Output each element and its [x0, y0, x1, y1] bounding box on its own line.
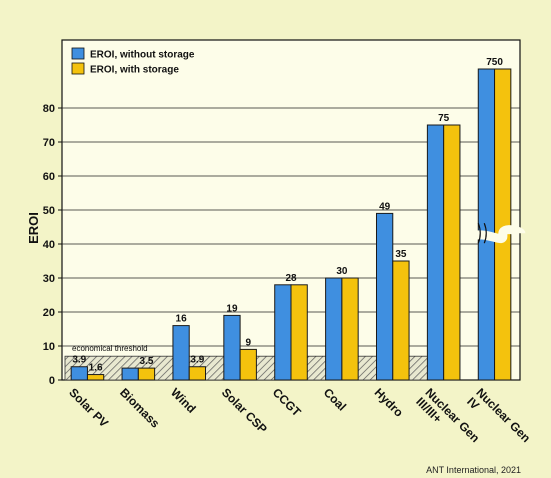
x-tick-label: Hydro	[372, 385, 406, 419]
x-tick-label-group: Wind	[168, 385, 199, 416]
y-tick-label: 80	[43, 103, 55, 115]
y-tick-label: 40	[43, 239, 55, 251]
bar-with-storage	[494, 68, 512, 381]
x-tick-label-group: CCGT	[270, 385, 304, 419]
bar-without-storage	[477, 68, 496, 381]
x-tick-label-group: Solar PV	[66, 385, 111, 430]
bar-value-label: 3.9	[72, 355, 86, 366]
bar-value-label: 9	[245, 337, 251, 348]
y-tick-label: 0	[49, 375, 55, 387]
bar-with-storage	[290, 284, 308, 381]
bar-with-storage	[86, 374, 105, 381]
x-tick-label-group: Biomass	[117, 385, 163, 431]
bar-without-storage	[274, 284, 292, 381]
bar-with-storage	[188, 366, 207, 381]
bar-without-storage	[70, 366, 88, 381]
y-tick-label: 70	[43, 137, 55, 149]
x-tick-label: Wind	[168, 385, 199, 416]
bar-without-storage	[172, 325, 190, 381]
legend-label: EROI, without storage	[90, 50, 195, 61]
axis-break-gap	[466, 225, 526, 244]
bar-with-storage	[341, 277, 359, 381]
bar-without-storage	[375, 212, 394, 381]
bar-without-storage	[325, 277, 343, 381]
bar-with-storage	[392, 260, 410, 381]
bar-value-label: 30	[336, 266, 348, 277]
legend-swatch	[71, 62, 85, 75]
x-axis: Solar PV Biomass Wind Solar CSP CCGT Coal Hydr…	[66, 385, 533, 445]
x-tick-label: Solar CSP	[219, 385, 270, 436]
x-tick-label: Coal	[321, 385, 349, 413]
bar-value-label: 1.6	[89, 363, 103, 374]
bar-value-label: 3.5	[140, 356, 154, 367]
bar-value-label: 750	[486, 57, 503, 68]
y-tick-label: 30	[43, 273, 55, 285]
x-tick-label: Biomass	[117, 385, 163, 431]
bar-value-label: 49	[379, 201, 391, 212]
bar-value-label: 35	[395, 249, 407, 260]
y-tick-label: 50	[43, 205, 55, 217]
y-axis-label: EROI	[26, 212, 41, 244]
x-tick-label-group: Hydro	[372, 385, 406, 419]
x-tick-label-group: Solar CSP	[219, 385, 270, 436]
axis-break-line	[477, 222, 481, 244]
x-tick-label-group: Coal	[321, 385, 349, 413]
legend-label: EROI, with storage	[90, 65, 179, 76]
x-tick-label: Nuclear Gen	[473, 385, 533, 445]
y-axis: 0 10 20 30 40 50 60 70 80	[43, 103, 62, 387]
x-tick-label: Solar PV	[66, 385, 111, 430]
bar-value-label: 16	[176, 314, 188, 325]
threshold-label: economical threshold	[72, 344, 148, 353]
bars	[70, 68, 512, 381]
bar-value-label: 3.9	[190, 355, 204, 366]
y-tick-label: 20	[43, 307, 55, 319]
bar-value-label: 75	[438, 113, 450, 124]
bar-without-storage	[426, 124, 445, 381]
bar-value-label: 28	[285, 273, 297, 284]
bar-with-storage	[443, 124, 461, 381]
y-tick-label: 10	[43, 341, 55, 353]
bar-without-storage	[121, 367, 139, 381]
bar-with-storage	[137, 367, 156, 381]
credit-text: ANT International, 2021	[426, 465, 521, 475]
axis-break-line	[483, 222, 487, 244]
y-tick-label: 60	[43, 171, 55, 183]
axis-break-mark	[466, 222, 526, 244]
bar-value-label: 19	[226, 303, 238, 314]
legend-swatch	[71, 47, 85, 60]
legend: EROI, without storage EROI, with storage	[71, 47, 195, 76]
bar-with-storage	[239, 348, 257, 381]
bar-without-storage	[223, 314, 241, 381]
x-tick-label: CCGT	[270, 385, 304, 419]
